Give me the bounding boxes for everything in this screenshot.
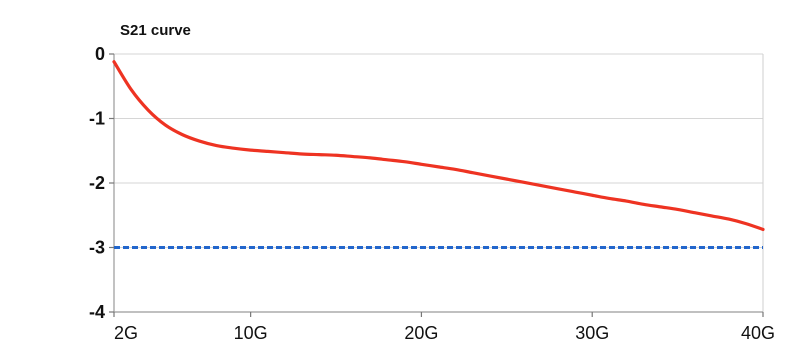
x-tick-label-4: 40G — [741, 323, 775, 339]
y-tick-label-0: 0 — [95, 44, 105, 64]
series — [112, 60, 765, 249]
y-tick-label-1: -1 — [89, 109, 105, 129]
chart-title: S21 curve — [120, 22, 191, 39]
grid — [114, 53, 763, 313]
x-tick-label-2: 20G — [404, 323, 438, 339]
series-line-0 — [112, 60, 765, 232]
axes — [109, 53, 764, 317]
y-tick-label-3: -3 — [89, 238, 105, 258]
y-tick-label-2: -2 — [89, 173, 105, 193]
y-tick-label-4: -4 — [89, 302, 105, 322]
x-tick-label-1: 10G — [234, 323, 268, 339]
x-tick-label-0: 2G — [114, 323, 138, 339]
x-tick-label-3: 30G — [575, 323, 609, 339]
tick-labels: 0 -1 -2 -3 -4 2G 10G 20G 30G 40G — [89, 44, 775, 339]
